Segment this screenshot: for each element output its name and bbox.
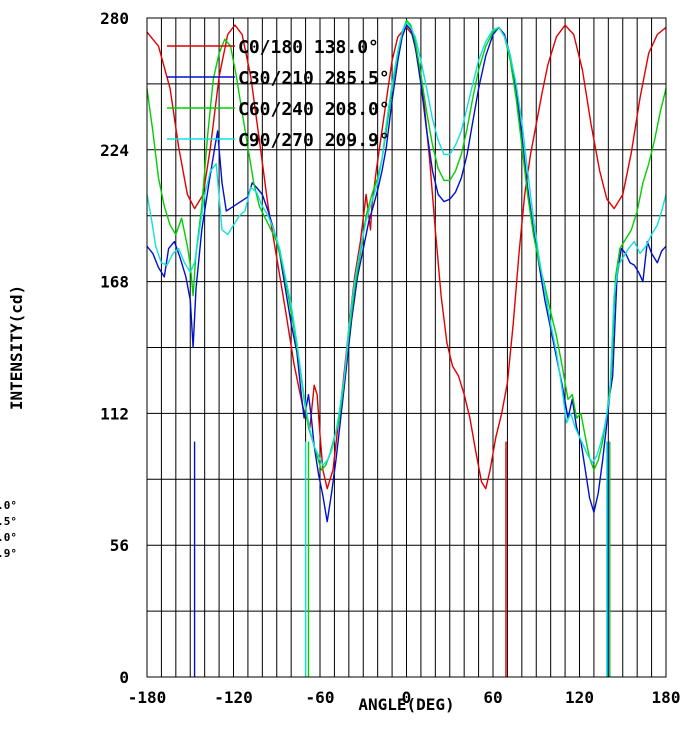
side-legend-angles: .0° 5.5° 8.0° 9.9° <box>0 499 17 560</box>
legend-label: C90/270 209.9° <box>238 130 390 151</box>
x-tick-label: -180 <box>128 688 167 707</box>
y-axis-title: INTENSITY(cd) <box>7 285 26 410</box>
y-tick-label: 112 <box>100 404 129 423</box>
series-line-C30-210 <box>146 24 667 523</box>
legend: C0/180 138.0° C30/210 285.5° C60/240 208.0… <box>167 37 390 151</box>
x-tick-label: -60 <box>306 688 335 707</box>
side-legend-angle: .0° <box>0 499 17 512</box>
tick-labels: -180 -120 -60 0 60 120 180 0 56 112 168 224 280 <box>100 9 680 707</box>
x-tick-label: -120 <box>214 688 253 707</box>
y-tick-label: 0 <box>119 668 129 687</box>
series-line-C90-270 <box>146 22 667 466</box>
legend-label: C30/210 285.5° <box>238 68 390 89</box>
y-tick-label: 280 <box>100 9 129 28</box>
legend-label: C60/240 208.0° <box>238 99 390 120</box>
x-axis-title: ANGLE(DEG) <box>358 695 454 714</box>
y-tick-label: 224 <box>100 141 129 160</box>
side-legend-angle: 8.0° <box>0 531 17 544</box>
side-legend-angle: 9.9° <box>0 547 17 560</box>
x-tick-label: 120 <box>565 688 594 707</box>
y-tick-label: 56 <box>110 536 129 555</box>
x-tick-label: 180 <box>652 688 681 707</box>
plot-frame <box>146 17 667 678</box>
side-legend-angle: 5.5° <box>0 515 17 528</box>
legend-label: C0/180 138.0° <box>238 37 379 58</box>
x-tick-label: 0 <box>402 688 412 707</box>
y-tick-label: 168 <box>100 273 129 292</box>
x-tick-label: 60 <box>483 688 502 707</box>
grid-lines <box>146 17 667 678</box>
series-lines <box>146 19 667 677</box>
